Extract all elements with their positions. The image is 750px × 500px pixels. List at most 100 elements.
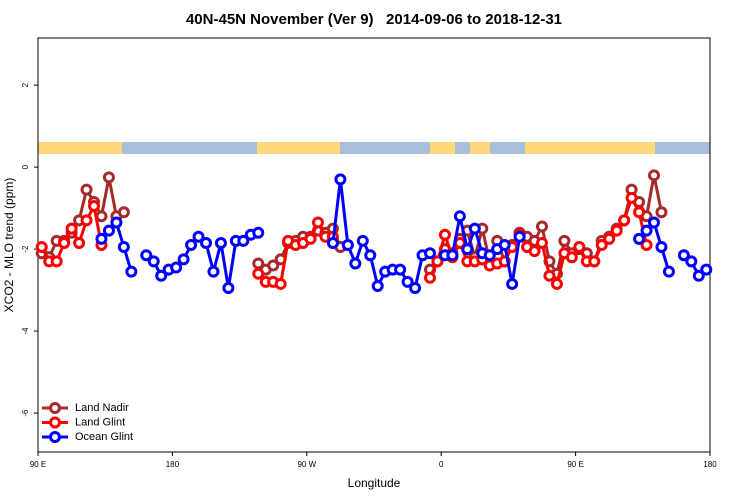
data-point: [237, 234, 250, 247]
x-tick-label: 180: [166, 460, 180, 469]
data-point: [334, 173, 347, 186]
data-point: [409, 282, 422, 295]
data-point: [662, 265, 675, 278]
plot-frame: [37, 37, 711, 453]
data-point: [65, 222, 78, 235]
data-point: [371, 279, 384, 292]
legend-label: Land Glint: [75, 416, 125, 428]
data-point: [536, 236, 548, 249]
data-point: [625, 191, 638, 204]
data-point: [498, 239, 511, 251]
data-point: [349, 257, 362, 270]
legend-marker: [49, 431, 61, 443]
data-point: [424, 271, 436, 284]
data-point: [446, 249, 459, 262]
data-point: [88, 200, 100, 213]
chart-title: 40N-45N November (Ver 9) 2014-09-06 to 2…: [186, 11, 562, 28]
data-point: [95, 232, 108, 245]
y-tick-label: -6: [21, 409, 30, 417]
x-tick-label: 90 E: [567, 460, 583, 469]
data-point: [513, 230, 526, 243]
data-point: [461, 243, 474, 256]
legend-label: Land Nadir: [75, 402, 129, 414]
data-point: [80, 214, 93, 227]
data-point: [438, 228, 451, 241]
data-point: [185, 239, 198, 251]
data-point: [633, 206, 646, 219]
data-point: [73, 236, 86, 249]
data-point: [618, 214, 631, 227]
data-point: [207, 265, 220, 278]
data-point: [125, 265, 138, 278]
data-point: [424, 247, 436, 260]
x-tick-label: 0: [439, 460, 444, 469]
data-point: [326, 236, 339, 249]
data-point: [214, 236, 227, 249]
x-tick-label: 180: [703, 460, 717, 469]
data-point: [573, 241, 586, 254]
data-point: [95, 210, 108, 223]
data-point: [364, 249, 377, 262]
data-point: [603, 232, 616, 245]
data-point: [35, 241, 48, 254]
data-point: [117, 206, 130, 219]
y-tick-label: 0: [21, 164, 30, 169]
x-tick-label: 90 E: [30, 460, 46, 469]
data-point: [648, 216, 660, 229]
y-tick-label: 2: [21, 82, 30, 87]
data-point: [200, 236, 212, 249]
data-point: [692, 269, 705, 282]
data-point: [274, 277, 287, 290]
data-point: [648, 169, 660, 182]
data-point: [565, 251, 578, 264]
data-point: [140, 249, 153, 262]
data-point: [453, 210, 466, 223]
data-point: [110, 216, 123, 229]
data-point: [558, 234, 571, 247]
y-tick-label: -4: [21, 327, 30, 335]
data-point: [543, 269, 556, 282]
data-point: [252, 226, 265, 239]
data-point: [506, 277, 519, 290]
data-point: [192, 230, 205, 243]
data-point: [468, 222, 481, 235]
data-point: [528, 245, 541, 258]
data-point: [700, 263, 713, 276]
data-point: [155, 269, 168, 282]
land-ocean-strip: [38, 142, 710, 154]
data-point: [312, 216, 324, 229]
x-tick-label: 90 W: [297, 460, 316, 469]
legend-label: Ocean Glint: [75, 431, 133, 443]
data-point: [304, 232, 317, 245]
data-point: [117, 241, 130, 254]
data-point: [252, 267, 265, 280]
data-point: [588, 255, 601, 268]
data-point: [394, 263, 407, 276]
data-point: [356, 234, 369, 247]
data-point: [267, 259, 280, 272]
data-point: [102, 171, 115, 184]
y-axis-label: XCO2 - MLO trend (ppm): [2, 178, 16, 313]
data-point: [550, 277, 563, 290]
legend-marker: [49, 402, 61, 414]
data-point: [640, 239, 653, 251]
data-point: [170, 261, 183, 274]
data-point: [50, 255, 63, 268]
data-point: [222, 282, 235, 295]
data-point: [655, 206, 668, 219]
y-tick-label: -2: [21, 245, 30, 253]
data-point: [147, 255, 160, 268]
data-point: [685, 255, 698, 268]
data-point: [58, 236, 71, 249]
data-point: [655, 241, 668, 254]
data-point: [431, 255, 444, 268]
data-point: [177, 253, 190, 266]
data-point: [640, 224, 653, 237]
data-point: [401, 275, 414, 288]
data-point: [341, 239, 354, 251]
data-point: [102, 224, 115, 237]
data-point: [610, 224, 623, 237]
data-point: [536, 220, 548, 233]
data-point: [483, 249, 496, 262]
